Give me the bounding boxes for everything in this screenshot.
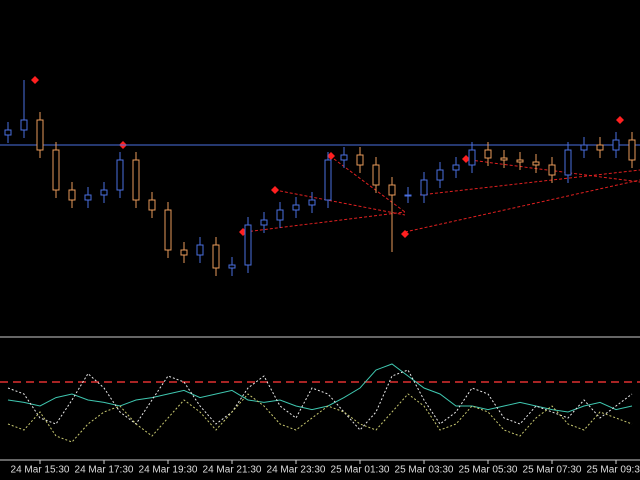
trend-line [244,211,406,233]
candle-body [228,264,236,269]
candle-body [244,224,252,266]
marker [327,152,335,160]
candle-body [580,144,588,151]
marker [616,116,624,124]
candle-body [212,244,220,269]
candle-body [4,129,12,136]
candle-body [564,149,572,176]
candle-body [484,149,492,159]
trend-line [329,155,406,213]
indicator-line [7,393,633,443]
candle-body [292,204,300,211]
candle-body [308,199,316,206]
candle-body [148,199,156,211]
candle-body [36,119,44,151]
candle-body [404,194,412,197]
time-label: 25 Mar 03:30 [395,465,454,476]
candle-body [100,189,108,196]
indicator-line [7,363,633,413]
candle-body [596,144,604,151]
candle-body [260,219,268,226]
time-label: 24 Mar 19:30 [139,465,198,476]
trend-line [419,169,640,196]
time-label: 25 Mar 07:30 [523,465,582,476]
candle-body [436,169,444,181]
candle-body [84,194,92,201]
candle-body [612,139,620,151]
marker [31,76,39,84]
trend-line [404,179,640,233]
marker [462,155,470,163]
candle-body [356,154,364,166]
candle-body [516,159,524,163]
candle-body [388,184,396,196]
candle-body [276,209,284,221]
time-label: 25 Mar 01:30 [331,465,390,476]
candle-body [52,149,60,191]
candle-body [372,164,380,186]
time-label: 24 Mar 21:30 [203,465,262,476]
candle-body [468,149,476,166]
candle-body [116,159,124,191]
time-label: 25 Mar 09:30 [587,465,640,476]
trend-line [274,189,406,216]
time-label: 24 Mar 23:30 [267,465,326,476]
candle-body [500,157,508,161]
candle-body [196,244,204,256]
candle-body [132,159,140,201]
time-label: 25 Mar 05:30 [459,465,518,476]
candle-body [420,179,428,196]
candle-body [180,249,188,256]
marker [271,186,279,194]
candle-body [164,209,172,251]
candle-body [548,164,556,176]
candle-body [628,139,636,161]
candle-body [340,154,348,161]
candle-body [532,161,540,166]
candle-body [68,189,76,201]
candle-body [324,159,332,201]
candle-body [452,164,460,171]
time-label: 24 Mar 17:30 [75,465,134,476]
time-label: 24 Mar 15:30 [11,465,70,476]
candle-body [20,119,28,131]
marker [401,230,409,238]
